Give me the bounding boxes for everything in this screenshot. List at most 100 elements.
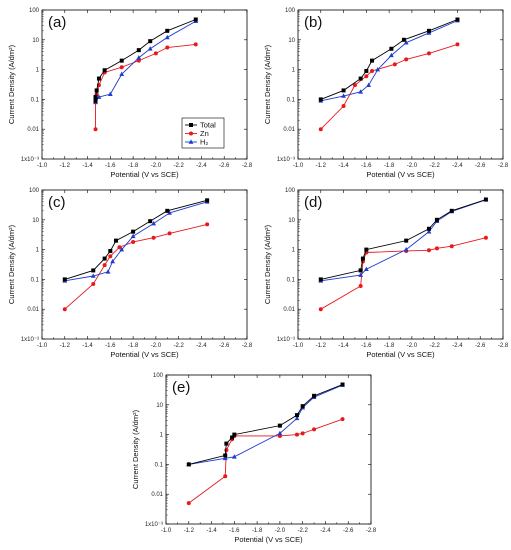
y-axis-label: Current Density (A/dm²) [7,44,16,124]
series-total [62,198,210,282]
data-point [449,208,454,213]
y-tick-label: 100 [29,8,40,14]
y-tick-label: 1 [36,68,40,74]
data-point [392,62,397,67]
panel-label: (b) [304,14,322,31]
series-line [64,199,208,280]
data-point [401,37,406,42]
y-tick-label: 0.1 [287,277,296,283]
data-point [136,58,141,63]
series-zn [318,42,460,132]
data-point [370,58,375,63]
data-point [110,258,116,264]
data-point [205,222,210,227]
legend-label: Total [200,121,216,130]
y-tick-label: 1x10⁻³ [21,337,39,343]
x-tick-label: -2.0 [407,343,418,349]
y-tick-label: 0.01 [27,127,39,133]
data-point [277,423,282,428]
data-point [404,57,409,62]
x-tick-label: -2.8 [242,343,253,349]
data-point [341,104,346,109]
data-point [193,17,198,22]
y-tick-label: 10 [32,218,39,224]
data-point [148,39,153,44]
data-point [108,254,113,259]
y-tick-label: 10 [156,403,163,409]
y-tick-label: 100 [153,373,164,379]
x-tick-label: -2.0 [407,163,418,169]
x-axis-label: Potential (V vs SCE) [366,170,435,179]
series-h [186,382,345,467]
x-tick-label: -2.6 [219,163,230,169]
x-tick-label: -1.0 [293,163,304,169]
y-axis-label: Current Density (A/dm²) [131,409,140,489]
chart-panel-5: -1.0 -1.2 -1.4 -1.6 -1.8 -2.0 -2.2 -2.4 -2.6 -2.8… [131,373,377,544]
legend-marker [189,123,193,127]
data-point [483,197,488,202]
series-line [320,20,458,102]
data-point [426,51,431,56]
data-point [294,413,299,418]
series-zn [318,235,488,312]
data-point [364,74,369,79]
x-tick-label: -1.4 [82,343,93,349]
data-point [340,417,345,422]
data-point [93,127,98,132]
data-point [352,83,357,88]
y-tick-label: 10 [288,38,295,44]
data-point [186,501,191,506]
data-point [93,95,98,100]
chart-panel-3: -1.0 -1.2 -1.4 -1.6 -1.8 -2.0 -2.2 -2.4 -2.6 -2.8… [7,188,253,359]
chart-panel-1: -1.0 -1.2 -1.4 -1.6 -1.8 -2.0 -2.2 -2.4 -2.6 -2.8… [7,8,253,179]
data-point [224,448,229,453]
data-point [114,238,119,243]
data-point [426,248,431,253]
x-tick-label: -1.6 [105,163,116,169]
series-total [318,17,460,102]
data-point [294,432,299,437]
x-tick-label: -1.0 [37,343,48,349]
y-tick-label: 1 [292,68,296,74]
x-tick-label: -2.2 [173,163,184,169]
chart-panel-4: -1.0 -1.2 -1.4 -1.6 -1.8 -2.0 -2.2 -2.4 -2.6 -2.8… [263,188,509,359]
y-tick-label: 0.01 [283,307,295,313]
data-point [426,229,432,234]
data-point [130,233,136,239]
data-point [389,46,394,51]
data-point [318,127,323,132]
x-axis-label: Potential (V vs SCE) [234,535,303,544]
series-line [320,199,487,280]
data-point [167,210,172,215]
data-point [136,48,141,53]
data-point [91,282,96,287]
data-point [223,474,228,479]
data-point [222,455,228,461]
y-tick-label: 1x10⁻³ [277,337,295,343]
series-h [93,18,199,105]
y-tick-label: 1x10⁻³ [21,157,39,163]
data-point [358,89,364,94]
data-point [318,277,323,282]
data-point [96,76,101,81]
data-point [364,247,369,252]
x-tick-label: -1.8 [252,528,263,534]
data-point [94,88,99,93]
x-tick-label: -1.2 [316,343,327,349]
data-point [102,68,107,73]
data-point [165,208,170,213]
series-line [188,384,343,465]
panel-label: (d) [304,194,322,211]
data-point [131,239,136,244]
data-point [403,247,409,252]
data-point [426,226,431,231]
data-point [358,268,363,273]
data-point [96,94,102,99]
data-point [358,272,364,277]
series-line [95,19,196,101]
data-point [119,247,125,252]
data-point [318,97,323,102]
y-tick-label: 0.01 [283,127,295,133]
data-point [312,393,317,398]
data-point [165,45,170,50]
